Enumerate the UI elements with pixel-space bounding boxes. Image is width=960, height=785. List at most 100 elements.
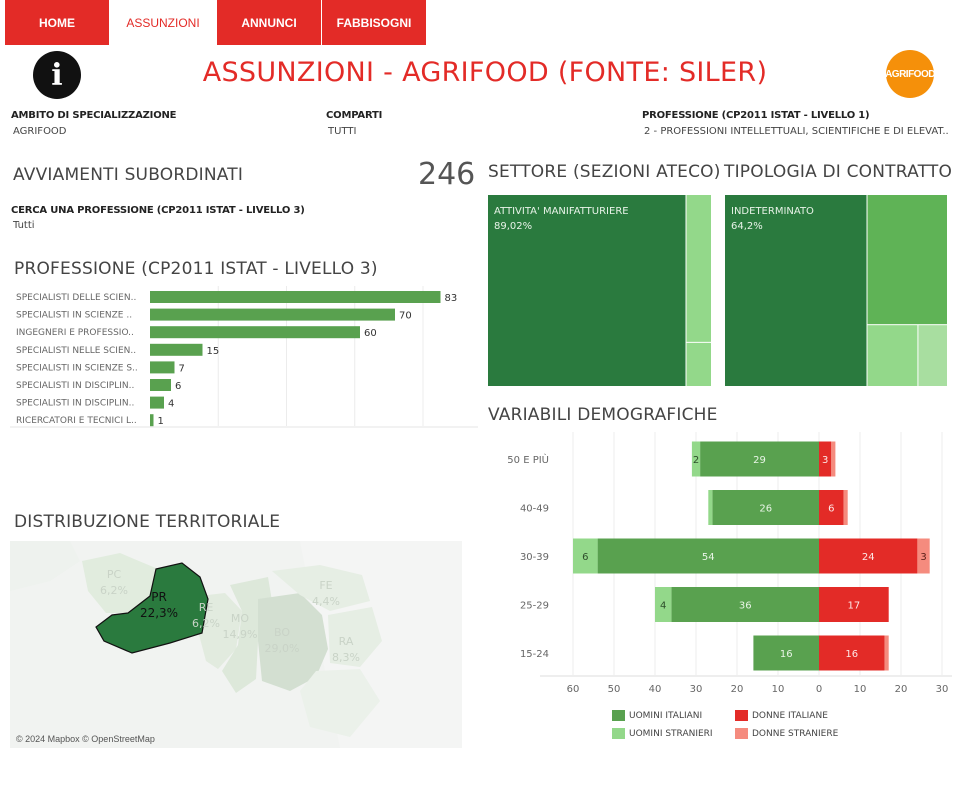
bar-value-label: 6: [828, 504, 834, 515]
bar-uomini-stranieri: [708, 490, 713, 525]
territoriale-map[interactable]: PC 6,2% PR 22,3% RE 6,2% MO 14,9% BO 29,0% FE 4,4% R…: [10, 541, 462, 748]
bar-donne-italiane: [819, 587, 889, 622]
filter-professione-label: PROFESSIONE (CP2011 ISTAT - LIVELLO 1): [642, 110, 870, 121]
category-label: RICERCATORI E TECNICI L..: [16, 416, 137, 426]
bar-donne-italiane: [819, 538, 918, 574]
bar-uomini-italiani: [712, 490, 819, 525]
tab-assunzioni[interactable]: ASSUNZIONI: [111, 0, 215, 45]
bar-value-label: 36: [739, 601, 752, 612]
map-region-code: FE: [319, 579, 332, 592]
bar-uomini-italiani: [700, 441, 819, 477]
legend-swatch-uomini-stranieri: [612, 728, 625, 739]
tab-fabbisogni[interactable]: FABBISOGNI: [322, 0, 426, 45]
filter-professione-value[interactable]: 2 - PROFESSIONI INTELLETTUALI, SCIENTIFI…: [644, 126, 949, 137]
x-tick-label: 10: [772, 684, 785, 695]
tab-home[interactable]: HOME: [5, 0, 109, 45]
bar-value-label: 26: [759, 504, 772, 515]
settore-title: SETTORE (SEZIONI ATECO): [488, 162, 721, 182]
category-label: 40-49: [520, 504, 549, 515]
info-icon[interactable]: i: [33, 51, 81, 99]
treemap-cell: [725, 195, 867, 386]
treemap-value: 64,2%: [731, 221, 763, 232]
map-region-value: 14,9%: [223, 628, 258, 641]
province-ra[interactable]: [328, 607, 382, 667]
settore-treemap: ATTIVITA' MANIFATTURIERE 89,02%: [488, 195, 711, 386]
legend-donne-straniere: DONNE STRANIERE: [735, 728, 838, 739]
bar-donne-straniere: [884, 635, 889, 671]
province-pc[interactable]: [82, 553, 158, 613]
tipologia-treemap: INDETERMINATO 64,2%: [725, 195, 947, 386]
kpi-value: 246: [418, 157, 476, 192]
category-label: 15-24: [520, 649, 549, 660]
filter-ambito-label: AMBITO DI SPECIALIZZAZIONE: [11, 110, 177, 121]
bar-value-label: 70: [399, 311, 412, 322]
bar: [150, 291, 441, 303]
province-fc: [300, 669, 380, 737]
legend-uomini-italiani: UOMINI ITALIANI: [612, 710, 702, 721]
category-label: SPECIALISTI IN DISCIPLIN..: [16, 399, 134, 409]
map-region-value: 6,2%: [192, 617, 220, 630]
treemap-cell: [488, 195, 686, 386]
bar: [150, 396, 164, 409]
filter-ambito-value[interactable]: AGRIFOOD: [13, 126, 67, 137]
agrifood-logo: AGRIFOOD: [885, 50, 935, 98]
x-tick-label: 0: [816, 684, 822, 695]
demografiche-title: VARIABILI DEMOGRAFICHE: [488, 405, 718, 425]
legend-label: UOMINI ITALIANI: [629, 710, 703, 721]
category-label: 50 E PIÙ: [507, 453, 549, 466]
bar-donne-straniere: [843, 490, 848, 525]
professione-title: PROFESSIONE (CP2011 ISTAT - LIVELLO 3): [14, 259, 378, 279]
bar-uomini-stranieri: [691, 441, 701, 477]
map-region-value: 29,0%: [265, 642, 300, 655]
bar-value-label: 54: [702, 552, 715, 563]
bar-uomini-italiani: [753, 635, 819, 671]
tab-annunci[interactable]: ANNUNCI: [217, 0, 321, 45]
bar-value-label: 3: [822, 455, 828, 466]
category-label: SPECIALISTI IN SCIENZE S..: [16, 363, 138, 373]
map-region-value: 6,2%: [100, 584, 128, 597]
bar-value-label: 6: [175, 381, 181, 392]
bar-value-label: 83: [445, 293, 458, 304]
bar-value-label: 24: [862, 552, 875, 563]
tipologia-title: TIPOLOGIA DI CONTRATTO: [724, 162, 953, 182]
category-label: SPECIALISTI NELLE SCIEN..: [16, 346, 136, 356]
map-region-value: 8,3%: [332, 651, 360, 664]
x-tick-label: 20: [731, 684, 744, 695]
legend-donne-italiane: DONNE ITALIANE: [735, 710, 828, 721]
treemap-label: ATTIVITA' MANIFATTURIERE: [494, 206, 629, 217]
x-tick-label: 30: [690, 684, 703, 695]
province-pr[interactable]: [95, 562, 209, 654]
legend-swatch-donne-straniere: [735, 728, 748, 739]
treemap-cell: [686, 342, 711, 386]
province-fe[interactable]: [272, 565, 370, 611]
legend-label: DONNE ITALIANE: [752, 710, 828, 721]
bar-value-label: 16: [845, 649, 858, 660]
treemap-label: INDETERMINATO: [731, 206, 814, 217]
bar-donne-italiane: [819, 490, 844, 525]
search-profession-label: CERCA UNA PROFESSIONE (CP2011 ISTAT - LI…: [11, 205, 305, 216]
bar-value-label: 16: [780, 649, 793, 660]
legend-uomini-stranieri: UOMINI STRANIERI: [612, 728, 713, 739]
map-terrain: [10, 541, 80, 591]
bar: [150, 361, 175, 374]
bar: [150, 414, 154, 427]
bar-value-label: 17: [847, 601, 860, 612]
professione-chart: SPECIALISTI DELLE SCIEN.. 83 SPECIALISTI I…: [10, 286, 478, 428]
bar-donne-italiane: [819, 635, 885, 671]
search-profession-input[interactable]: Tutti: [13, 220, 35, 231]
category-label: SPECIALISTI DELLE SCIEN..: [16, 293, 136, 303]
treemap-cell: [918, 325, 947, 386]
map-region-code: RA: [339, 635, 354, 648]
bar-value-label: 1: [158, 416, 164, 427]
filter-comparti-value[interactable]: TUTTI: [328, 126, 357, 137]
bar-value-label: 4: [660, 601, 666, 612]
map-region-value: 4,4%: [312, 595, 340, 608]
bar-uomini-italiani: [597, 538, 819, 574]
bar: [150, 379, 171, 391]
x-tick-label: 60: [567, 684, 580, 695]
legend-label: UOMINI STRANIERI: [629, 728, 713, 739]
x-tick-label: 10: [854, 684, 867, 695]
bar-uomini-stranieri: [655, 587, 672, 622]
legend-swatch-donne-italiane: [735, 710, 748, 721]
province-bo[interactable]: [258, 593, 328, 691]
